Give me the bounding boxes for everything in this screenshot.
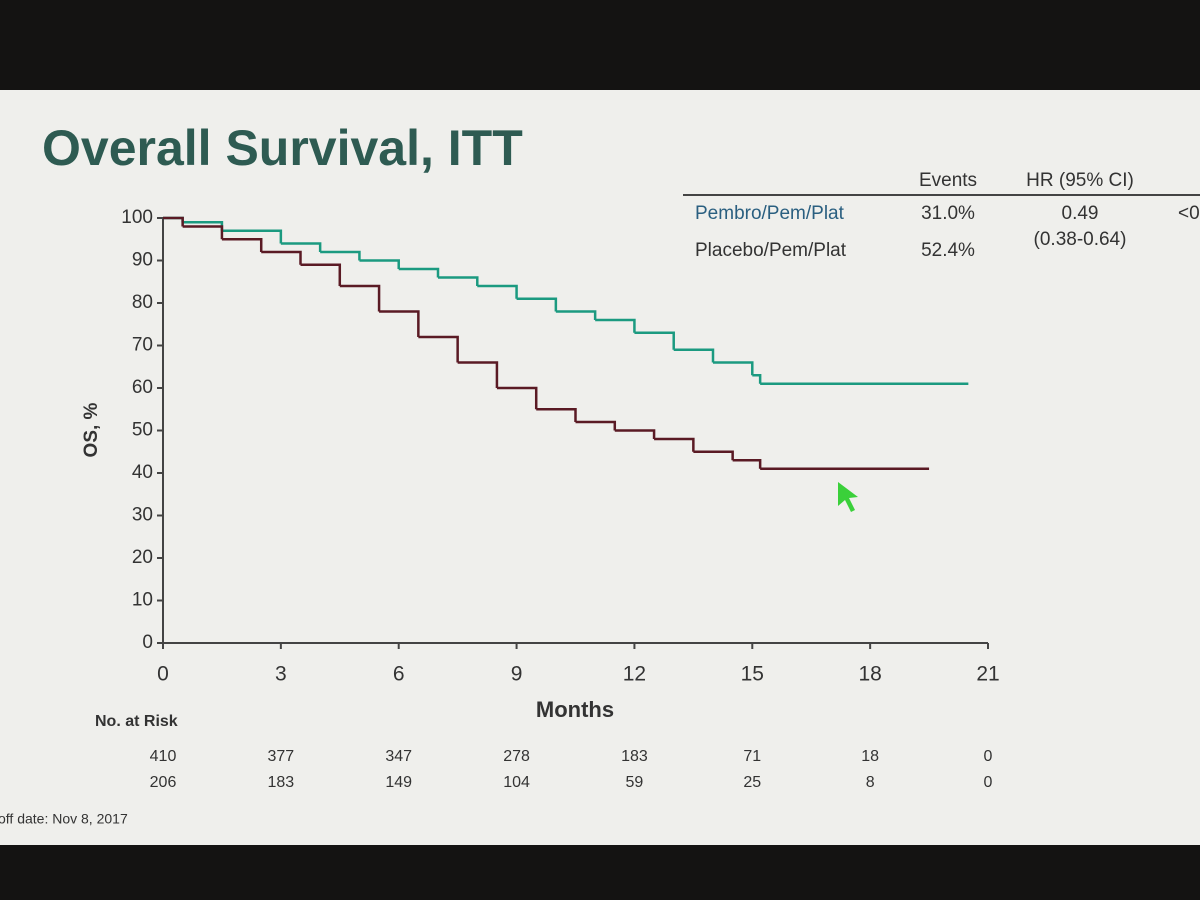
at-risk-count: 25 — [743, 774, 761, 791]
x-tick-label: 12 — [623, 663, 646, 686]
y-tick-label: 10 — [132, 590, 153, 611]
at-risk-count: 377 — [268, 748, 295, 765]
y-tick-label: 40 — [132, 462, 153, 483]
survival-step — [261, 250, 302, 265]
survival-step — [280, 242, 322, 252]
survival-step — [516, 297, 558, 312]
at-risk-count: 8 — [866, 774, 875, 791]
y-tick-label: 70 — [132, 335, 153, 356]
hazard-ratio: (0.38-0.64) — [1034, 229, 1127, 250]
at-risk-count: 410 — [150, 748, 177, 765]
y-tick-label: 50 — [132, 420, 153, 441]
x-tick-label: 3 — [275, 663, 287, 686]
survival-step — [732, 459, 762, 469]
survival-step — [339, 284, 381, 312]
x-tick-label: 18 — [858, 663, 881, 686]
survival-step — [673, 348, 715, 363]
y-tick-label: 90 — [132, 250, 153, 271]
survival-step — [752, 374, 762, 384]
survival-step — [575, 420, 617, 431]
at-risk-count: 183 — [268, 774, 295, 791]
events: 52.4% — [921, 240, 975, 261]
y-tick-label: 0 — [142, 632, 153, 653]
chart-title: Overall Survival, ITT — [42, 120, 523, 176]
y-tick-label: 80 — [132, 292, 153, 313]
at-risk-count: 347 — [385, 748, 412, 765]
events: 31.0% — [921, 203, 975, 224]
at-risk-count: 71 — [743, 748, 761, 765]
x-tick-label: 21 — [976, 663, 999, 686]
survival-step — [496, 386, 538, 410]
at-risk-count: 183 — [621, 748, 648, 765]
survival-step — [438, 276, 479, 286]
survival-step — [398, 267, 440, 278]
cursor — [838, 482, 858, 512]
x-tick-label: 0 — [157, 663, 169, 686]
at-risk-count: 59 — [626, 774, 644, 791]
at-risk-count: 0 — [984, 774, 993, 791]
y-axis-label: OS, % — [81, 402, 102, 457]
p-value: <0 — [1178, 203, 1200, 224]
y-tick-label: 100 — [121, 207, 153, 228]
y-tick-label: 20 — [132, 547, 153, 568]
survival-step — [614, 429, 656, 439]
survival-step — [693, 450, 734, 461]
survival-step — [713, 361, 754, 376]
survival-step — [418, 335, 459, 363]
survival-step — [163, 216, 184, 227]
at-risk-count: 149 — [385, 774, 412, 791]
at-risk-count: 18 — [861, 748, 879, 765]
survival-step — [300, 263, 342, 286]
x-tick-label: 6 — [393, 663, 405, 686]
series-name: Pembro/Pem/Plat — [695, 203, 845, 224]
slide — [0, 90, 1200, 845]
x-tick-label: 15 — [741, 663, 764, 686]
survival-step — [221, 229, 283, 244]
at-risk-count: 206 — [150, 774, 177, 791]
x-axis-label: Months — [536, 697, 614, 722]
survival-step — [654, 437, 695, 452]
y-tick-label: 60 — [132, 377, 153, 398]
at-risk-count: 278 — [503, 748, 530, 765]
survival-step — [477, 284, 518, 299]
survival-step — [359, 259, 400, 269]
survival-step — [320, 250, 361, 261]
footnote: off date: Nov 8, 2017 — [0, 811, 128, 827]
survival-step — [595, 318, 636, 333]
survival-step — [457, 361, 499, 388]
table-header: HR (95% CI) — [1026, 170, 1134, 191]
survival-step — [379, 310, 420, 337]
survival-step — [182, 225, 224, 240]
table-header: Events — [919, 170, 977, 191]
at-risk-label: No. at Risk — [95, 713, 178, 730]
at-risk-count: 0 — [984, 748, 993, 765]
at-risk-count: 104 — [503, 774, 530, 791]
survival-step — [555, 310, 597, 320]
hazard-ratio: 0.49 — [1062, 203, 1099, 224]
survival-step — [221, 238, 263, 252]
y-tick-label: 30 — [132, 505, 153, 526]
survival-step — [634, 331, 675, 350]
x-tick-label: 9 — [511, 663, 523, 686]
series-name: Placebo/Pem/Plat — [695, 240, 847, 261]
survival-step — [536, 408, 577, 422]
